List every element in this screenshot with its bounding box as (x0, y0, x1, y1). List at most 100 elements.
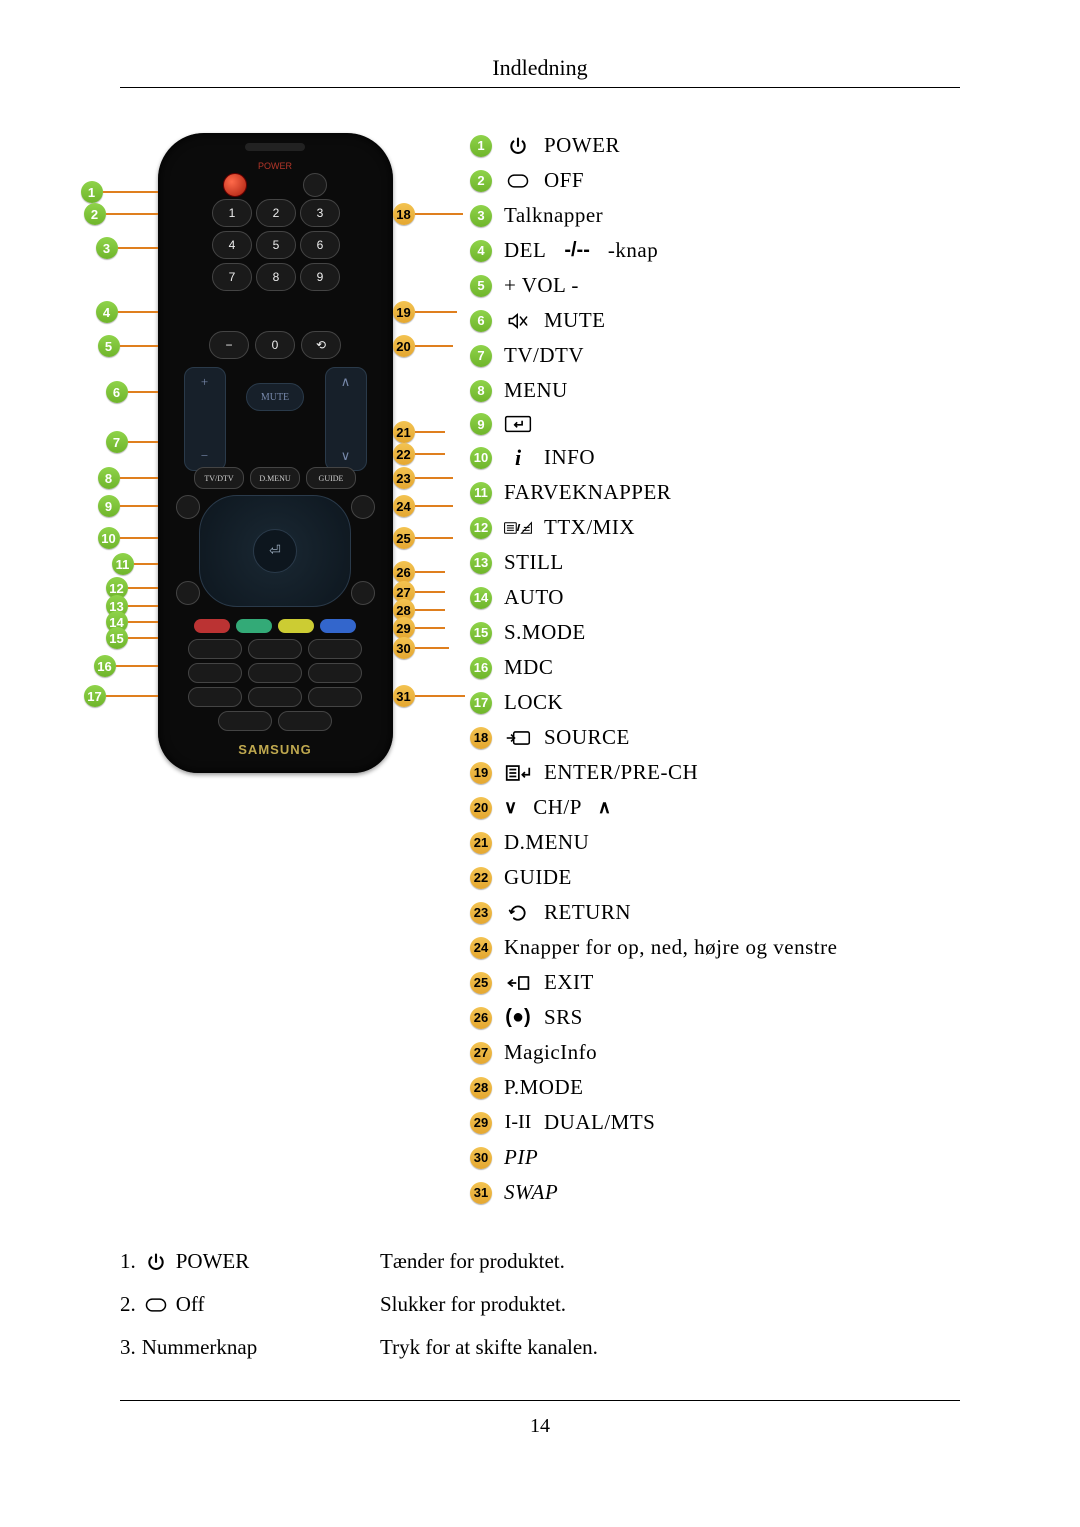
legend-bullet: 18 (470, 727, 492, 749)
legend-bullet: 2 (470, 170, 492, 192)
num-0: 0 (255, 331, 295, 359)
description-text: Tænder for produktet. (380, 1249, 960, 1274)
callout-4: 4 (96, 301, 158, 323)
legend-item-6: 6MUTE (470, 308, 960, 333)
callout-bullet: 7 (106, 431, 128, 453)
callout-25: 25 (393, 527, 453, 549)
legend-bullet: 10 (470, 447, 492, 469)
legend-label: PIP (504, 1145, 538, 1170)
legend-item-16: 16MDC (470, 655, 960, 680)
color-yellow (278, 619, 314, 633)
callout-line (415, 695, 465, 697)
callout-line (415, 453, 445, 455)
num-2: 2 (256, 199, 296, 227)
num-3: 3 (300, 199, 340, 227)
legend-bullet: 17 (470, 692, 492, 714)
callout-line (415, 537, 453, 539)
num-5: 5 (256, 231, 296, 259)
srs-icon: (●) (504, 1007, 532, 1029)
color-red (194, 619, 230, 633)
callout-8: 8 (98, 467, 158, 489)
description-block: 1. POWERTænder for produktet.2. OffSlukk… (120, 1249, 960, 1360)
callout-7: 7 (106, 431, 158, 453)
svg-text:/: / (517, 523, 520, 532)
remote-numpad: 1 2 3 4 5 6 7 8 9 (212, 199, 338, 291)
description-name: Nummerknap (142, 1335, 257, 1360)
legend-bullet: 30 (470, 1147, 492, 1169)
dual-icon: I‑II (504, 1112, 532, 1134)
info-icon: i (504, 447, 532, 469)
callout-line (118, 311, 158, 313)
legend-bullet: 28 (470, 1077, 492, 1099)
remote-mid-row: TV/DTV D.MENU GUIDE (194, 467, 356, 489)
legend-label: MDC (504, 655, 553, 680)
source-button-icon (303, 173, 327, 197)
callout-bullet: 18 (393, 203, 415, 225)
legend-item-29: 29I‑IIDUAL/MTS (470, 1110, 960, 1135)
remote-row4: − 0 ⟲ (209, 331, 341, 359)
callout-22: 22 (393, 443, 445, 465)
callout-line (415, 431, 445, 433)
callout-15: 15 (106, 627, 158, 649)
legend-label: INFO (544, 445, 595, 470)
exit-icon (504, 972, 532, 994)
legend-bullet: 29 (470, 1112, 492, 1134)
main-row: POWER 1 2 3 4 5 6 7 8 9 (120, 133, 960, 1215)
power-button-icon (223, 173, 247, 197)
tvdtv-btn: TV/DTV (194, 467, 244, 489)
legend-label: SOURCE (544, 725, 630, 750)
callout-bullet: 23 (393, 467, 415, 489)
source-icon (504, 727, 532, 749)
legend-item-2: 2OFF (470, 168, 960, 193)
remote-column: POWER 1 2 3 4 5 6 7 8 9 (120, 133, 430, 1215)
callout-6: 6 (106, 381, 158, 403)
mute-icon (504, 310, 532, 332)
color-green (236, 619, 272, 633)
callout-bullet: 3 (96, 237, 118, 259)
legend-label: TTX/MIX (544, 515, 635, 540)
page: Indledning POWER 1 2 3 4 5 (0, 0, 1080, 1527)
legend-bullet: 19 (470, 762, 492, 784)
callout-23: 23 (393, 467, 453, 489)
callout-17: 17 (84, 685, 158, 707)
legend-bullet: 3 (470, 205, 492, 227)
callout-29: 29 (393, 617, 445, 639)
legend-label: ENTER/PRE-CH (544, 760, 698, 785)
off-icon (142, 1294, 170, 1316)
description-term: 1. POWER (120, 1249, 380, 1274)
callout-line (106, 695, 158, 697)
remote-top-row (223, 173, 327, 197)
legend-bullet: 14 (470, 587, 492, 609)
legend-label: Knapper for op, ned, højre og venstre (504, 935, 837, 960)
header-rule (120, 87, 960, 88)
callout-bullet: 24 (393, 495, 415, 517)
legend-label-suffix: -knap (608, 238, 658, 263)
legend-label: + VOL - (504, 273, 579, 298)
description-term: 3. Nummerknap (120, 1335, 380, 1360)
callout-18: 18 (393, 203, 463, 225)
callout-bullet: 30 (393, 637, 415, 659)
callout-line (128, 605, 158, 607)
legend-bullet: 31 (470, 1182, 492, 1204)
legend-bullet: 4 (470, 240, 492, 262)
legend-label: LOCK (504, 690, 563, 715)
remote-bottom-rows (188, 639, 362, 731)
legend-item-26: 26(●)SRS (470, 1005, 960, 1030)
callout-line (134, 563, 158, 565)
legend-label: POWER (544, 133, 620, 158)
legend-bullet: 20 (470, 797, 492, 819)
callout-24: 24 (393, 495, 453, 517)
legend-bullet: 21 (470, 832, 492, 854)
legend-item-20: 20∨ CH/P ∧ (470, 795, 960, 820)
legend-label: Talknapper (504, 203, 603, 228)
dash-btn: − (209, 331, 249, 359)
legend-bullet: 1 (470, 135, 492, 157)
legend-item-7: 7TV/DTV (470, 343, 960, 368)
description-name: Off (176, 1292, 205, 1317)
legend-item-17: 17 LOCK (470, 690, 960, 715)
callout-bullet: 4 (96, 301, 118, 323)
callout-bullet: 22 (393, 443, 415, 465)
callout-line (415, 571, 445, 573)
callout-bullet: 11 (112, 553, 134, 575)
legend-label: SWAP (504, 1180, 558, 1205)
